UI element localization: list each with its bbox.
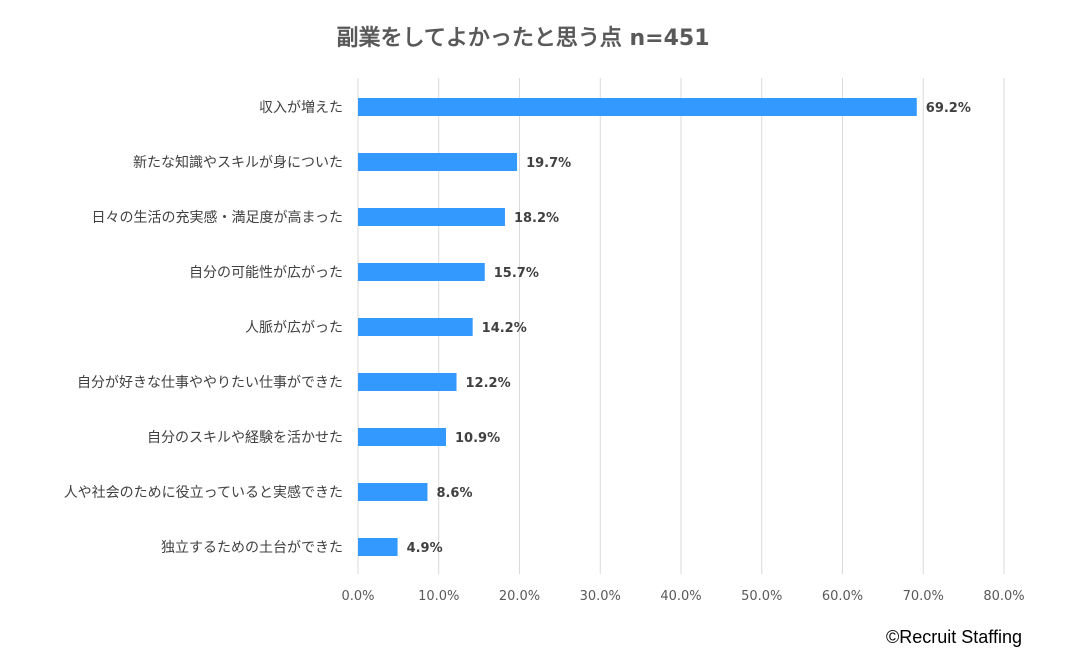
bars xyxy=(358,98,917,556)
x-tick-label: 70.0% xyxy=(903,589,944,604)
chart-title: 副業をしてよかったと思う点 n=451 xyxy=(336,25,709,51)
x-tick-label: 40.0% xyxy=(660,589,701,604)
category-label: 独立するための土台ができた xyxy=(161,540,343,556)
category-label: 自分の可能性が広がった xyxy=(189,265,343,281)
copyright-credit: ©Recruit Staffing xyxy=(886,627,1022,647)
x-tick-label: 30.0% xyxy=(580,589,621,604)
data-label: 12.2% xyxy=(466,376,511,391)
x-tick-label: 10.0% xyxy=(418,589,459,604)
bar xyxy=(358,538,398,556)
x-tick-label: 20.0% xyxy=(499,589,540,604)
x-tick-label: 60.0% xyxy=(822,589,863,604)
data-label: 8.6% xyxy=(436,486,472,501)
bar xyxy=(358,318,473,336)
bar xyxy=(358,98,917,116)
bar xyxy=(358,208,505,226)
data-label: 4.9% xyxy=(407,541,443,556)
bar xyxy=(358,428,447,446)
data-label: 10.9% xyxy=(455,431,500,446)
value-labels: 69.2% 19.7% 18.2% 15.7% 14.2% 12.2% 10.9% 8.6% 4… xyxy=(407,101,971,556)
category-label: 人脈が広がった xyxy=(245,320,343,336)
category-label: 人や社会のために役立っていると実感できた xyxy=(64,484,343,501)
data-label: 15.7% xyxy=(494,266,539,281)
category-labels: 収入が増えた新たな知識やスキルが身についた日々の生活の充実感・満足度が高まった自… xyxy=(64,100,343,556)
category-label: 自分が好きな仕事ややりたい仕事ができた xyxy=(77,375,343,391)
x-tick-label: 0.0% xyxy=(341,589,374,604)
category-label: 自分のスキルや経験を活かせた xyxy=(147,430,343,446)
bar xyxy=(358,483,428,501)
bar xyxy=(358,373,457,391)
bar xyxy=(358,153,518,171)
x-tick-label: 50.0% xyxy=(741,589,782,604)
data-label: 19.7% xyxy=(526,156,571,171)
category-label: 収入が増えた xyxy=(259,100,343,116)
data-label: 69.2% xyxy=(926,101,971,116)
category-label: 新たな知識やスキルが身についた xyxy=(133,154,343,171)
x-axis-ticks: 0.0% 10.0% 20.0% 30.0% 40.0% 50.0% 60.0% 70.0% 8… xyxy=(341,589,1024,604)
data-label: 14.2% xyxy=(482,321,527,336)
x-tick-label: 80.0% xyxy=(983,589,1024,604)
category-label: 日々の生活の充実感・満足度が高まった xyxy=(92,209,343,226)
bar xyxy=(358,263,485,281)
data-label: 18.2% xyxy=(514,211,559,226)
